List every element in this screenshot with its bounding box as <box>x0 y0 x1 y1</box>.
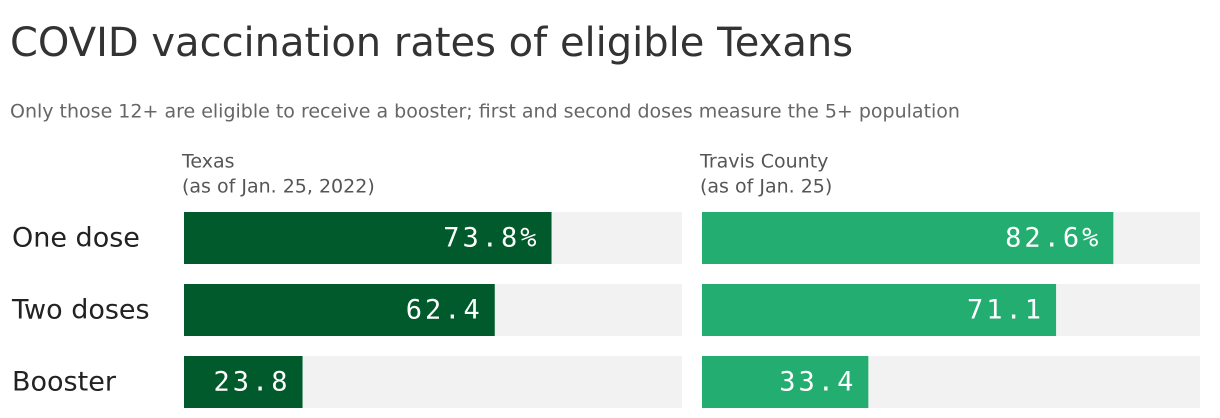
value-label: 82.6% <box>1005 223 1101 254</box>
bar <box>184 356 303 408</box>
bar <box>702 284 1057 336</box>
value-label: 62.4 <box>406 295 483 326</box>
panel-subtitle: (as of Jan. 25, 2022) <box>182 176 375 198</box>
category-label: Booster <box>12 367 117 398</box>
chart-title: COVID vaccination rates of eligible Texa… <box>10 20 853 66</box>
bar <box>702 356 869 408</box>
value-label: 33.4 <box>779 367 856 398</box>
bar <box>184 284 495 336</box>
panel-title: Texas <box>181 151 235 173</box>
panel-subtitle: (as of Jan. 25) <box>700 176 832 198</box>
category-label: Two doses <box>11 295 150 326</box>
value-label: 23.8 <box>213 367 290 398</box>
chart-subtitle: Only those 12+ are eligible to receive a… <box>10 101 960 123</box>
value-label: 73.8% <box>443 223 539 254</box>
panel-title: Travis County <box>699 151 828 173</box>
category-label: One dose <box>12 223 140 254</box>
bar <box>184 212 552 264</box>
value-label: 71.1 <box>967 295 1044 326</box>
bar <box>702 212 1114 264</box>
